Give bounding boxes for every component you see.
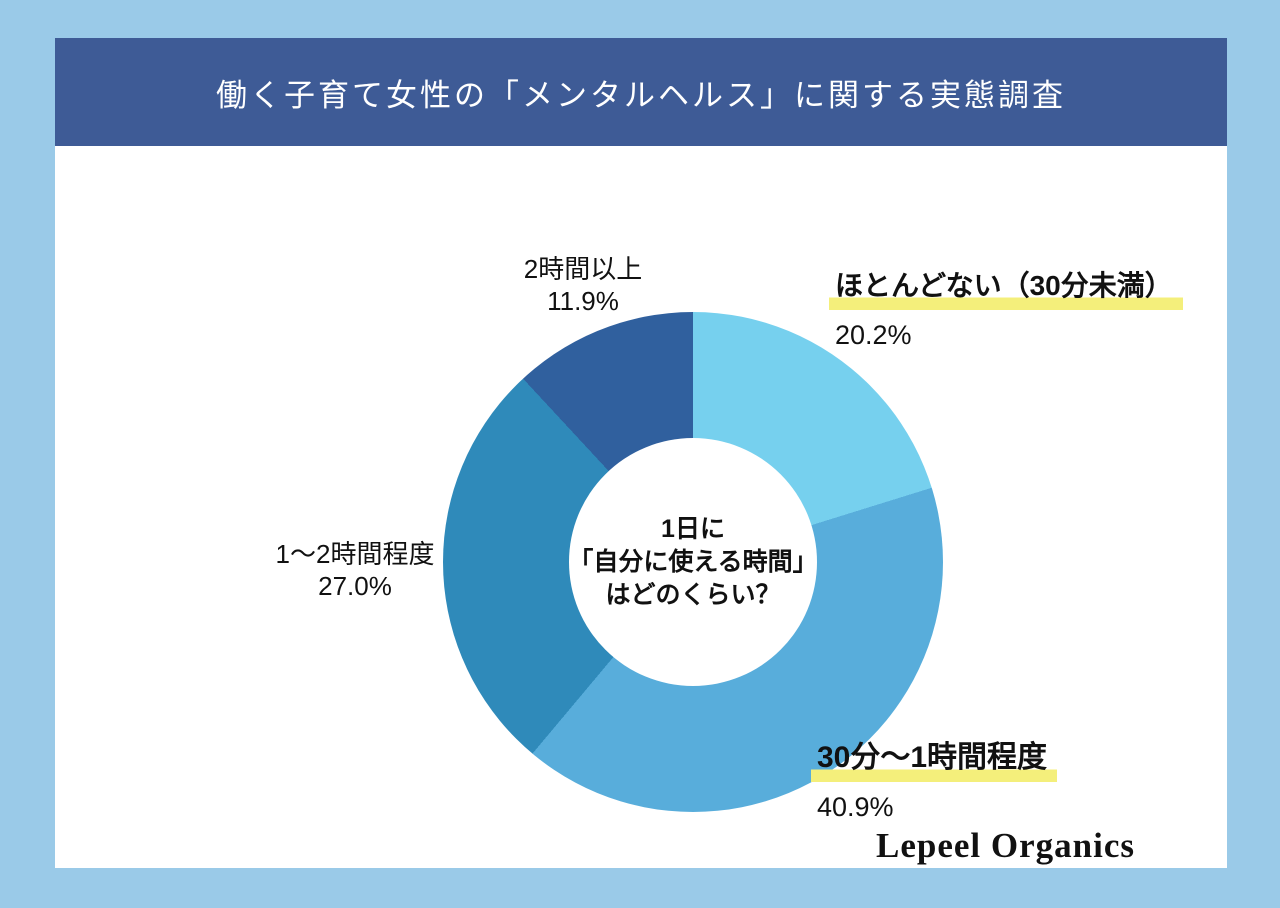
callout-1to2hours-label: 1〜2時間程度	[275, 539, 435, 569]
brand-logo: Lepeel Organics	[876, 826, 1135, 865]
callout-30min-to-1hour-label: 30分〜1時間程度	[811, 741, 1058, 782]
callout-30min-to-1hour-pct: 40.9%	[817, 792, 894, 822]
callout-almost-none: ほとんどない（30分未満） 20.2%	[829, 269, 1183, 351]
callout-1to2hours-pct: 27.0%	[318, 571, 392, 601]
donut-hole: 1日に 「自分に使える時間」 はどのくらい？	[568, 438, 818, 686]
center-line-2: 「自分に使える時間」	[568, 547, 818, 576]
callout-1to2hours: 1〜2時間程度 27.0%	[250, 538, 460, 602]
header-banner: 働く子育て女性の「メンタルヘルス」に関する実態調査	[55, 38, 1227, 146]
header-title: 働く子育て女性の「メンタルヘルス」に関する実態調査	[216, 77, 1066, 113]
callout-2hours-plus: 2時間以上 11.9%	[473, 253, 693, 317]
infographic-card: 働く子育て女性の「メンタルヘルス」に関する実態調査 1日に 「自分に使える時間」…	[55, 38, 1227, 868]
chart-center-question: 1日に 「自分に使える時間」 はどのくらい？	[568, 513, 817, 612]
center-line-3: はどのくらい？	[605, 580, 781, 609]
callout-almost-none-pct: 20.2%	[835, 320, 912, 350]
callout-2hours-plus-label: 2時間以上	[523, 254, 643, 284]
callout-2hours-plus-pct: 11.9%	[547, 286, 619, 316]
callout-almost-none-label: ほとんどない（30分未満）	[829, 269, 1183, 310]
callout-30min-to-1hour: 30分〜1時間程度 40.9%	[811, 741, 1058, 823]
center-line-1: 1日に	[661, 514, 725, 543]
donut-chart: 1日に 「自分に使える時間」 はどのくらい？	[443, 312, 943, 812]
